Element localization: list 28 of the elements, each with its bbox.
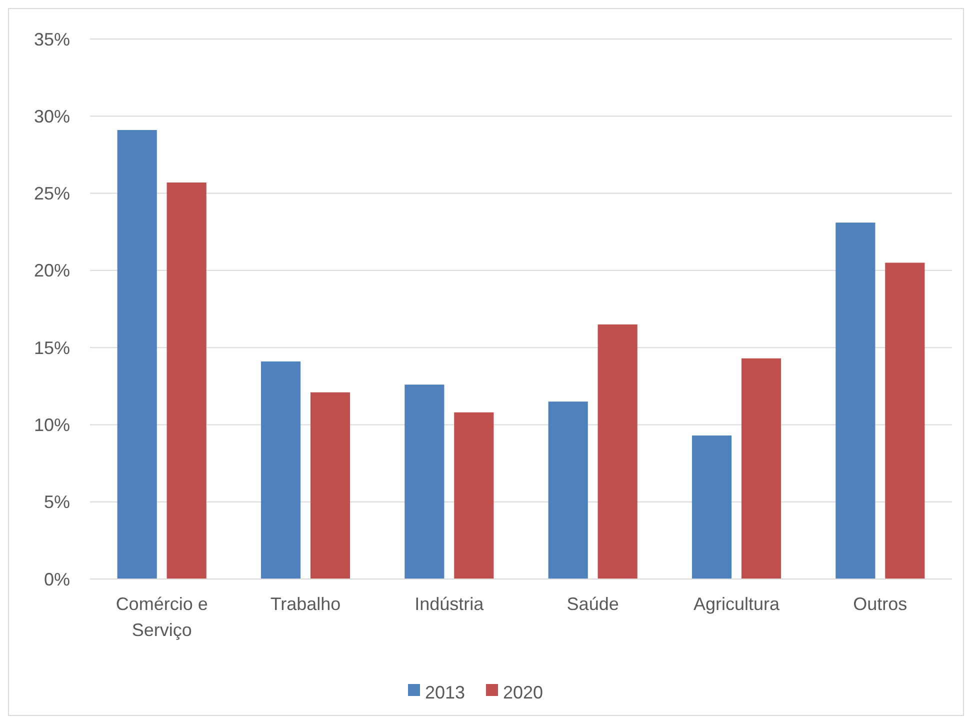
legend-label: 2020 xyxy=(503,682,544,702)
y-tick-label: 15% xyxy=(34,338,70,358)
bar xyxy=(741,358,782,579)
bar xyxy=(836,222,876,579)
bar xyxy=(454,412,494,579)
y-tick-label: 25% xyxy=(34,184,70,204)
bar xyxy=(598,324,638,579)
bar xyxy=(404,384,444,579)
bar xyxy=(310,392,350,579)
y-tick-label: 30% xyxy=(34,106,70,126)
x-tick-label: Saúde xyxy=(566,594,619,614)
x-tick-label: Indústria xyxy=(414,594,485,614)
y-tick-label: 10% xyxy=(34,415,70,436)
y-tick-label: 5% xyxy=(44,492,70,512)
bar xyxy=(692,436,732,579)
y-tick-label: 35% xyxy=(34,29,70,50)
bar xyxy=(166,182,206,579)
bar xyxy=(548,402,588,579)
y-tick-label: 0% xyxy=(44,569,70,590)
x-tick-label: Outros xyxy=(853,594,908,614)
legend-label: 2013 xyxy=(425,682,466,702)
y-tick-label: 20% xyxy=(34,260,70,281)
bar xyxy=(885,262,925,579)
x-tick-label: Trabalho xyxy=(270,594,341,614)
x-tick-label: Comércio e Serviço xyxy=(116,594,208,640)
bar xyxy=(117,130,157,579)
bar xyxy=(260,361,301,579)
x-tick-label: Agricultura xyxy=(693,594,780,614)
